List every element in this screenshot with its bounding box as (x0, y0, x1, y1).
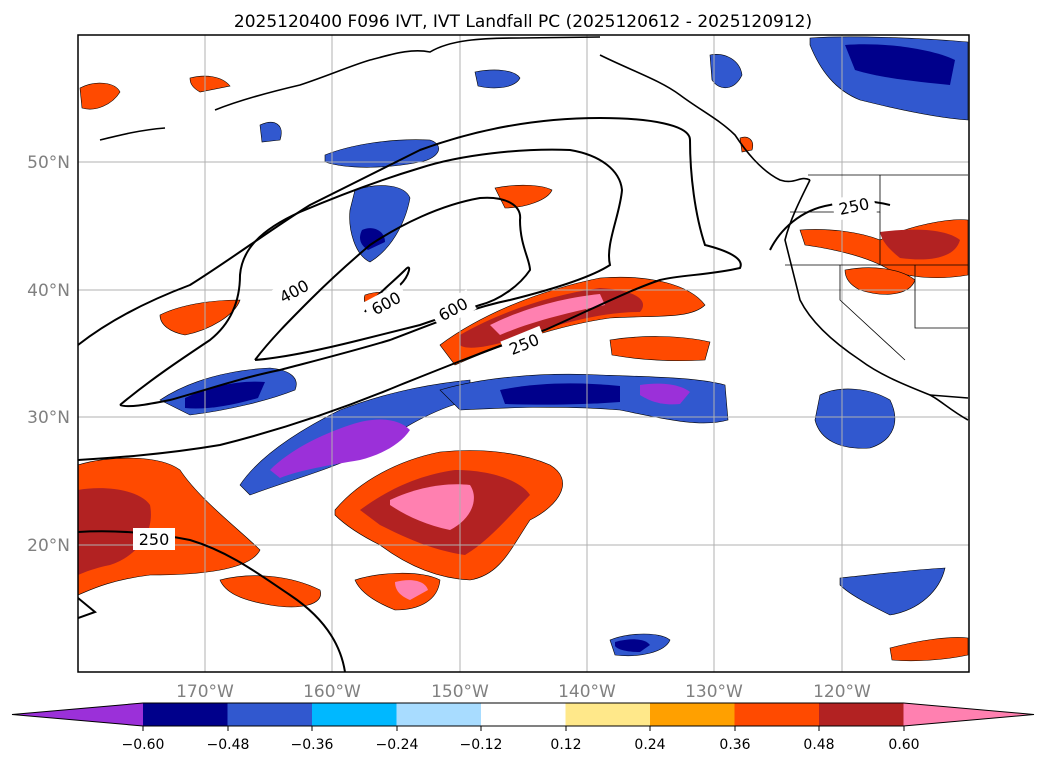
colorbar-extend-high (903, 703, 1034, 726)
negative-pc-regions (159, 36, 969, 657)
map-frame (77, 34, 970, 673)
cb-tick-label: −0.36 (291, 737, 334, 753)
colorbar-segments (11, 702, 1035, 727)
colorbar-segment (143, 703, 228, 726)
lon-label-170w: 170°W (176, 682, 234, 702)
colorbar-segment (650, 703, 735, 726)
cb-tick-label: 0.36 (719, 737, 750, 753)
lat-label-30n: 30°N (27, 408, 70, 428)
contour-label-250-b: 250 (139, 530, 170, 549)
map-panel: 400 600 600 250 250 250 (77, 34, 970, 673)
longitude-labels: 170°W 160°W 150°W 140°W 130°W 120°W (176, 682, 871, 702)
colorbar-segment (734, 703, 820, 726)
state-borders (785, 174, 968, 361)
colorbar-tick-labels: −0.60 −0.48 −0.36 −0.24 −0.12 0.12 0.24 … (122, 737, 920, 753)
lon-label-160w: 160°W (303, 682, 361, 702)
positive-pc-regions (78, 75, 969, 662)
lon-label-130w: 130°W (685, 682, 743, 702)
lat-label-50n: 50°N (27, 153, 70, 173)
figure-title: 2025120400 F096 IVT, IVT Landfall PC (20… (234, 12, 812, 32)
cb-tick-label: −0.12 (460, 737, 503, 753)
contour-labels: 400 600 600 250 250 250 (133, 190, 877, 550)
cb-tick-label: 0.24 (634, 737, 665, 753)
cb-tick-label: 0.48 (803, 737, 834, 753)
colorbar: −0.60 −0.48 −0.36 −0.24 −0.12 0.12 0.24 … (11, 702, 1035, 753)
lon-label-150w: 150°W (431, 682, 489, 702)
coastlines (99, 36, 969, 421)
colorbar-segment (481, 703, 566, 726)
lon-label-140w: 140°W (558, 682, 616, 702)
colorbar-segment (312, 703, 397, 726)
graticule (78, 35, 969, 672)
colorbar-segment (227, 703, 313, 726)
ivt-contours (78, 116, 891, 672)
colorbar-segment (396, 703, 482, 726)
lat-label-40n: 40°N (27, 281, 70, 301)
colorbar-segment (565, 703, 651, 726)
colorbar-extend-low (12, 703, 143, 726)
cb-tick-label: −0.48 (207, 737, 250, 753)
cb-tick-label: 0.12 (550, 737, 581, 753)
lat-label-20n: 20°N (27, 536, 70, 556)
lon-label-120w: 120°W (813, 682, 871, 702)
latitude-labels: 50°N 40°N 30°N 20°N (27, 153, 70, 556)
colorbar-segment (819, 703, 904, 726)
cb-tick-label: 0.60 (888, 737, 919, 753)
cb-tick-label: −0.60 (122, 737, 165, 753)
cb-tick-label: −0.24 (376, 737, 419, 753)
colorbar-ticks (142, 726, 905, 731)
